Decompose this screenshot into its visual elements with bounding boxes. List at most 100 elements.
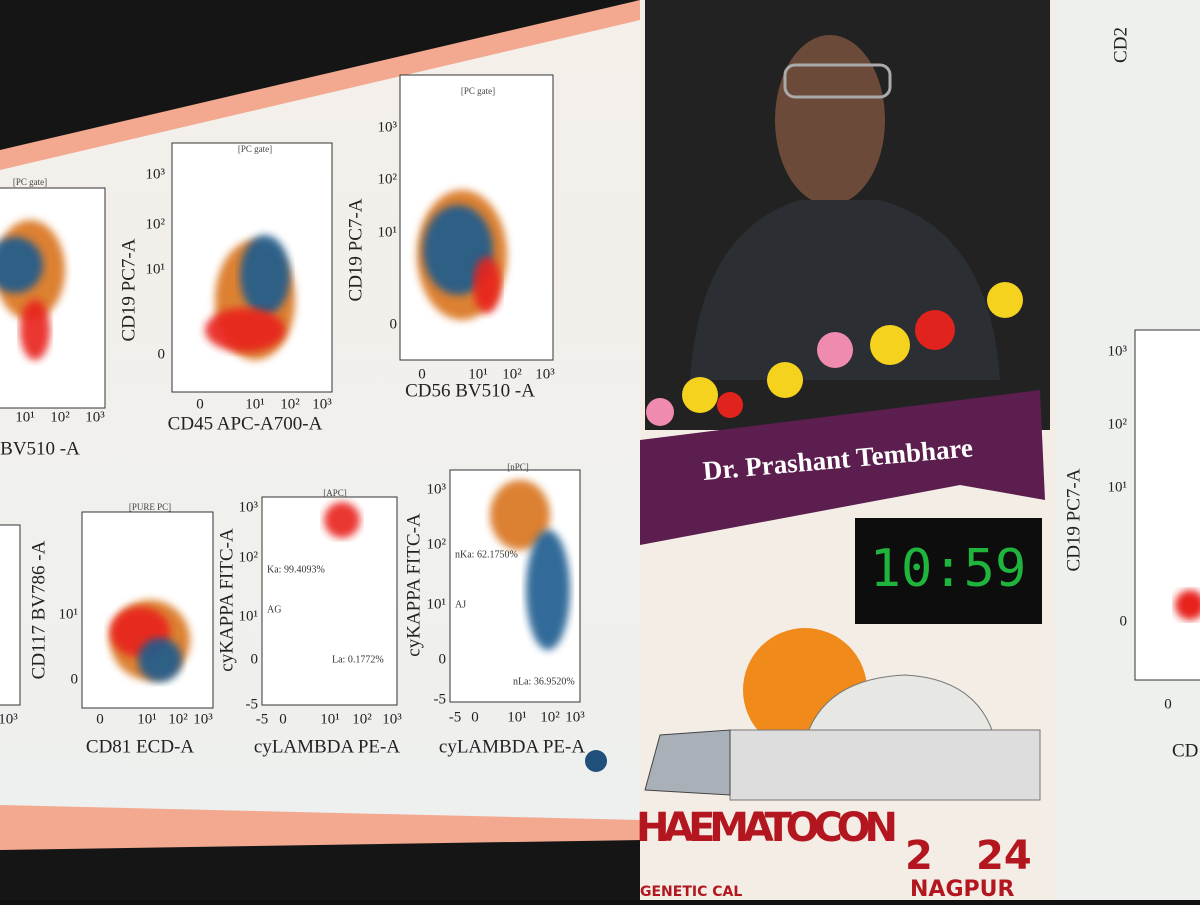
- y-tick-label: 10³: [1108, 343, 1128, 359]
- y-tick-label: 0: [1120, 613, 1128, 629]
- y-tick-label: 10¹: [1108, 479, 1128, 495]
- tagline: GENETIC CAL: [640, 884, 742, 900]
- speaker-head: [775, 35, 885, 205]
- x-tick-label: 0: [96, 711, 104, 727]
- scatter-cloud: [324, 502, 360, 538]
- gate-label: [PURE PC]: [129, 502, 171, 512]
- scatter-cloud: [0, 237, 43, 293]
- region-label: AG: [267, 604, 281, 615]
- x-tick-label: -5: [256, 711, 269, 727]
- y-axis-label: CD19 PC7-A: [1063, 468, 1084, 571]
- y-axis-label: cyKAPPA FITC-A: [216, 528, 237, 672]
- x-axis-label: cyLAMBDA PE-A: [254, 736, 400, 757]
- x-tick-label: 10³: [535, 366, 555, 382]
- x-tick-label: 10¹: [15, 409, 35, 425]
- x-axis-label: CD56 BV510 -A: [405, 380, 535, 401]
- glasses: [783, 63, 892, 99]
- gate-label: [APC]: [323, 488, 347, 498]
- region-label: AJ: [455, 599, 466, 610]
- y-tick-label: 0: [71, 671, 79, 687]
- gate-label: [nPC]: [507, 462, 529, 472]
- x-tick-label: 10¹: [468, 366, 488, 382]
- y-tick-label: 0: [251, 651, 259, 667]
- scatter-cloud: [526, 530, 570, 650]
- y-tick-label: 10³: [378, 119, 398, 135]
- event-city: NAGPUR: [910, 877, 1014, 900]
- region-label: La: 0.1772%: [332, 654, 384, 665]
- event-year: 2: [905, 833, 933, 879]
- y-tick-label: 10³: [146, 166, 166, 182]
- x-axis-label: cyLAMBDA PE-A: [439, 736, 585, 757]
- name-banner: [640, 390, 1045, 545]
- x-axis-label: BV510 -A: [0, 438, 80, 459]
- y-axis-label: CD19 PC7-A: [118, 238, 139, 341]
- y-tick-label: 10²: [1108, 416, 1128, 432]
- x-tick-label: 10²: [540, 709, 560, 725]
- y-tick-label: 10¹: [427, 596, 447, 612]
- x-axis-label: CD81 ECD-A: [86, 736, 194, 757]
- x-tick-label: 0: [279, 711, 287, 727]
- y-tick-label: 10²: [146, 216, 166, 232]
- x-tick-label: 10³: [193, 711, 213, 727]
- scatter-cloud: [138, 638, 182, 682]
- x-tick-label: 10³: [565, 709, 585, 725]
- x-tick-label: 10³: [382, 711, 402, 727]
- y-tick-label: 10²: [239, 549, 259, 565]
- buildings: [729, 729, 1041, 801]
- timer: 10:59: [870, 539, 1027, 599]
- gate-label: [PC gate]: [238, 144, 272, 154]
- region-label: Ka: 99.4093%: [267, 564, 325, 575]
- y-axis-label: CD117 BV786 -A: [28, 540, 49, 679]
- plot-frame: [0, 524, 21, 706]
- x-tick-label: 10¹: [507, 709, 527, 725]
- x-tick-label: 10¹: [320, 711, 340, 727]
- x-tick-label: 10²: [352, 711, 372, 727]
- flowers: [646, 282, 1023, 426]
- y-tick-label: 10¹: [146, 261, 166, 277]
- y-tick-label: 0: [158, 346, 166, 362]
- scatter-cloud: [490, 480, 550, 550]
- x-tick-label: 10¹: [137, 711, 157, 727]
- y-tick-label: 0: [390, 316, 398, 332]
- event-year: 24: [976, 833, 1032, 879]
- y-tick-label: 0: [439, 651, 447, 667]
- x-tick-label: 0: [418, 366, 426, 382]
- x-tick-label: 10²: [502, 366, 522, 382]
- y-tick-label: -5: [434, 691, 447, 707]
- scatter-cloud: [473, 257, 501, 313]
- y-tick-label: 10¹: [378, 224, 398, 240]
- x-axis-label: CD45 APC-A700-A: [168, 413, 323, 434]
- y-tick-label: -5: [246, 696, 259, 712]
- x-tick-label: 10²: [280, 396, 300, 412]
- y-tick-label: 10³: [427, 481, 447, 497]
- train: [644, 729, 731, 796]
- x-tick-label: 10¹: [245, 396, 265, 412]
- y-axis-label: CD19 PC7-A: [345, 198, 366, 301]
- timer-box: [855, 518, 1042, 624]
- scatter-cloud: [205, 308, 285, 352]
- x-tick-label: 10³: [85, 409, 105, 425]
- right-plot-frame: [1134, 329, 1200, 681]
- x-tick-label: 10²: [50, 409, 70, 425]
- y-tick-label: 10¹: [59, 606, 79, 622]
- top-label: CD2: [1110, 27, 1131, 63]
- x-tick-label: 10³: [312, 396, 332, 412]
- x-tick-label: 0: [1164, 696, 1172, 712]
- x-tick-label: 10³: [0, 711, 18, 727]
- x-axis-label: CD: [1172, 740, 1198, 761]
- region-label: nLa: 36.9520%: [513, 676, 575, 687]
- scatter-cloud: [240, 235, 290, 315]
- y-axis-label: cyKAPPA FITC-A: [403, 513, 424, 657]
- y-tick-label: 10²: [427, 536, 447, 552]
- logo: [585, 750, 607, 772]
- right-plot-dots: [1175, 590, 1200, 620]
- gate-label: [PC gate]: [13, 177, 47, 187]
- y-tick-label: 10¹: [239, 608, 259, 624]
- x-tick-label: 10²: [168, 711, 188, 727]
- x-tick-label: 0: [196, 396, 204, 412]
- y-tick-label: 10²: [378, 171, 398, 187]
- region-label: nKa: 62.1750%: [455, 549, 518, 560]
- x-tick-label: -5: [449, 709, 462, 725]
